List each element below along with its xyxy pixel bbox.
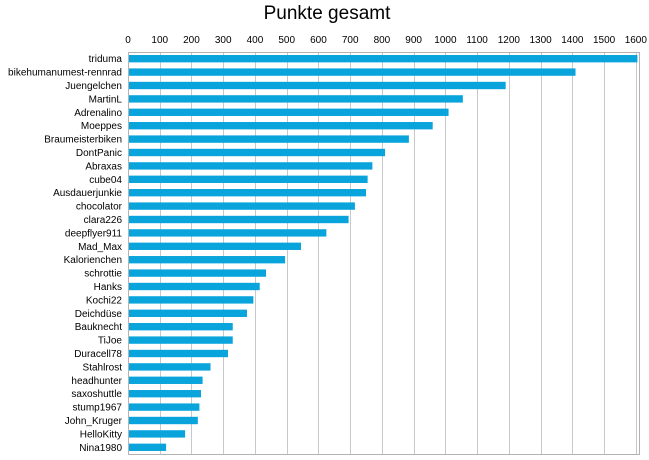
x-tick-label-900: 900 bbox=[405, 35, 422, 46]
bar-triduma bbox=[128, 55, 638, 63]
bar-MartinL bbox=[128, 95, 463, 103]
category-label-TiJoe: TiJoe bbox=[98, 336, 123, 347]
category-labels: triduma bikehumanumest-rennrad Juengelchen… bbox=[8, 54, 123, 454]
x-tick-label-1100: 1100 bbox=[466, 35, 488, 46]
x-tick-label-1600: 1600 bbox=[625, 35, 648, 46]
bar-HelloKitty bbox=[128, 430, 186, 438]
gridlines bbox=[128, 52, 637, 454]
bar-Hanks bbox=[128, 282, 260, 291]
x-tick-label-600: 600 bbox=[310, 35, 327, 46]
x-tick-label-300: 300 bbox=[215, 35, 232, 46]
category-label-triduma: triduma bbox=[89, 54, 123, 65]
x-tick-label-1200: 1200 bbox=[498, 35, 521, 46]
bar-chocolator bbox=[128, 202, 355, 210]
bar-bikehumanumest-rennrad bbox=[128, 68, 576, 76]
category-label-Ausdauerjunkie: Ausdauerjunkie bbox=[53, 188, 122, 199]
x-tick-label-200: 200 bbox=[183, 35, 200, 46]
category-label-Bauknecht: Bauknecht bbox=[75, 322, 122, 333]
category-label-John_Kruger: John_Kruger bbox=[65, 416, 123, 427]
bar-Abraxas bbox=[128, 162, 373, 170]
category-label-Duracell78: Duracell78 bbox=[74, 349, 122, 360]
x-tick-label-500: 500 bbox=[278, 35, 295, 46]
category-label-Abraxas: Abraxas bbox=[85, 161, 122, 172]
category-label-DontPanic: DontPanic bbox=[76, 148, 122, 159]
bar-Braumeisterbiken bbox=[128, 135, 409, 143]
x-tick-label-1000: 1000 bbox=[434, 35, 457, 46]
category-label-chocolator: chocolator bbox=[76, 202, 123, 213]
category-label-bikehumanumest-rennrad: bikehumanumest-rennrad bbox=[8, 68, 122, 79]
bar-Deichdüse bbox=[128, 309, 248, 317]
bar-John_Kruger bbox=[128, 416, 198, 425]
category-label-Hanks: Hanks bbox=[94, 282, 122, 293]
bar-Nina1980 bbox=[128, 443, 167, 451]
x-tick-label-700: 700 bbox=[342, 35, 359, 46]
chart-title: Punkte gesamt bbox=[264, 3, 391, 24]
category-label-clara226: clara226 bbox=[84, 215, 123, 226]
x-tick-label-1500: 1500 bbox=[593, 35, 616, 46]
category-label-Mad_Max: Mad_Max bbox=[78, 242, 122, 253]
category-label-Nina1980: Nina1980 bbox=[79, 443, 122, 454]
bar-Kochi22 bbox=[128, 296, 254, 304]
category-label-Adrenalino: Adrenalino bbox=[74, 108, 122, 119]
bar-Ausdauerjunkie bbox=[128, 189, 367, 197]
bar-headhunter bbox=[128, 376, 203, 384]
category-label-cube04: cube04 bbox=[89, 175, 122, 186]
category-label-saxoshuttle: saxoshuttle bbox=[71, 389, 122, 400]
x-tick-label-1300: 1300 bbox=[529, 35, 552, 46]
bar-schrottie bbox=[128, 269, 267, 277]
x-tick-label-100: 100 bbox=[151, 35, 168, 46]
category-label-MartinL: MartinL bbox=[89, 94, 123, 105]
x-tick-label-400: 400 bbox=[247, 35, 264, 46]
category-label-Stahlrost: Stahlrost bbox=[83, 362, 123, 373]
x-axis-tick-labels: 0 100 200 300 400 500 600 700 800 900 1000 1100 1200… bbox=[125, 35, 647, 46]
bar-stump1967 bbox=[128, 403, 200, 411]
bar-clara226 bbox=[128, 215, 349, 224]
bar-Bauknecht bbox=[128, 323, 233, 331]
bar-Duracell78 bbox=[128, 349, 228, 358]
bar-deepflyer911 bbox=[128, 229, 327, 237]
bar-DontPanic bbox=[128, 148, 386, 157]
category-label-headhunter: headhunter bbox=[71, 376, 122, 387]
category-label-schrottie: schrottie bbox=[84, 269, 122, 280]
bar-Kalorienchen bbox=[128, 256, 286, 264]
bar-Mad_Max bbox=[128, 242, 301, 250]
category-label-Kochi22: Kochi22 bbox=[86, 295, 123, 306]
bar-cube04 bbox=[128, 175, 368, 183]
plot-frame bbox=[128, 52, 640, 455]
bar-Juengelchen bbox=[128, 81, 506, 90]
category-label-Juengelchen: Juengelchen bbox=[65, 81, 122, 92]
category-label-Deichdüse: Deichdüse bbox=[75, 309, 123, 320]
x-tick-label-0: 0 bbox=[125, 35, 131, 46]
bar-Adrenalino bbox=[128, 108, 449, 116]
x-tick-label-800: 800 bbox=[374, 35, 391, 46]
bar-Stahlrost bbox=[128, 363, 211, 371]
category-label-HelloKitty: HelloKitty bbox=[80, 429, 122, 440]
bar-Moeppes bbox=[128, 122, 433, 130]
category-label-Braumeisterbiken: Braumeisterbiken bbox=[44, 135, 122, 146]
category-label-Kalorienchen: Kalorienchen bbox=[64, 255, 122, 266]
bar-TiJoe bbox=[128, 336, 233, 344]
bar-saxoshuttle bbox=[128, 390, 201, 398]
category-label-deepflyer911: deepflyer911 bbox=[65, 228, 123, 239]
bars bbox=[128, 55, 638, 451]
category-label-stump1967: stump1967 bbox=[73, 403, 123, 414]
x-tick-label-1400: 1400 bbox=[561, 35, 584, 46]
category-label-Moeppes: Moeppes bbox=[81, 121, 122, 132]
